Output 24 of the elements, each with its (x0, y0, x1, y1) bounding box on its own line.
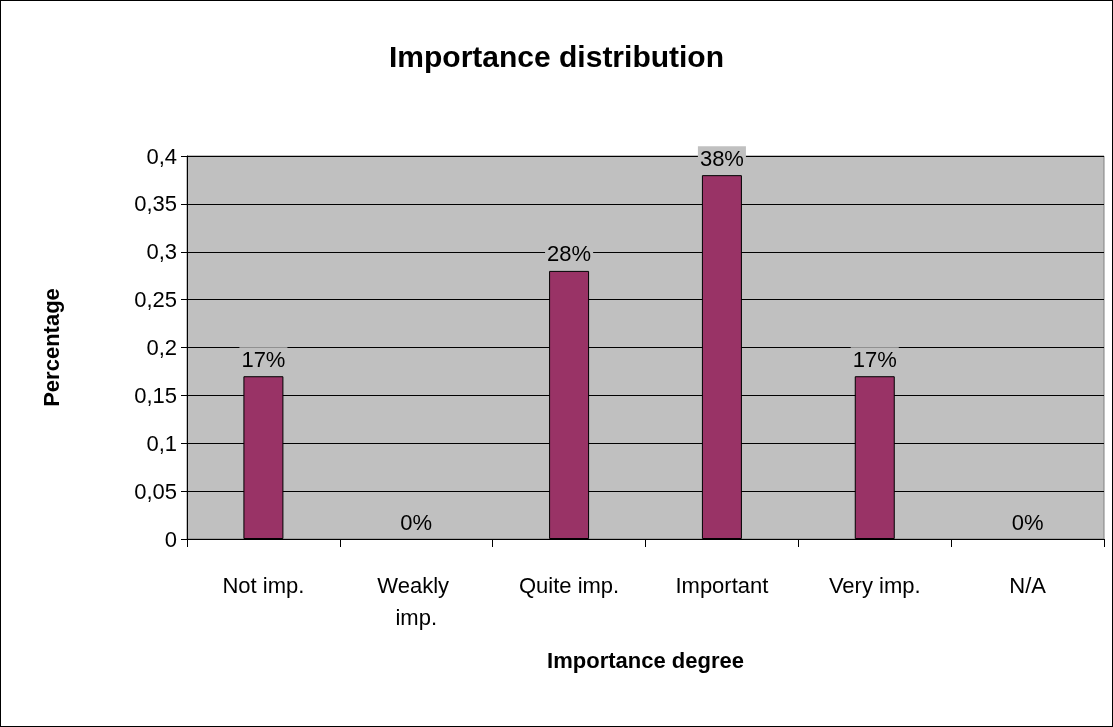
y-tick-label: 0,05 (134, 478, 177, 504)
y-tick-label: 0,35 (134, 191, 177, 217)
data-label: 0% (1011, 509, 1044, 535)
y-tick-label: 0,25 (134, 287, 177, 313)
x-tick-label: Very imp. (828, 572, 921, 598)
data-label: 38% (699, 145, 744, 171)
data-label: 28% (547, 241, 592, 267)
x-tick-label: Important (675, 572, 769, 598)
y-tick-label: 0,1 (146, 430, 177, 456)
y-tick-label: 0,15 (134, 382, 177, 408)
y-tick-label: 0,3 (146, 239, 177, 265)
chart-title: Importance distribution (388, 39, 725, 73)
y-tick-label: 0,2 (146, 335, 177, 360)
y-axis-title: Percentage (38, 288, 64, 407)
data-label: 17% (241, 346, 286, 372)
x-tick-label: N/A (1009, 572, 1047, 598)
y-tick-label: 0 (164, 526, 177, 552)
x-tick-label: Quite imp. (518, 572, 620, 598)
x-tick-label: Not imp. (222, 572, 305, 598)
data-label: 0% (400, 509, 433, 535)
x-tick-label: Weakly imp. (377, 572, 456, 630)
y-tick-label: 0,4 (146, 143, 177, 169)
x-axis-title: Importance degree (547, 647, 744, 673)
data-label: 17% (852, 346, 897, 372)
